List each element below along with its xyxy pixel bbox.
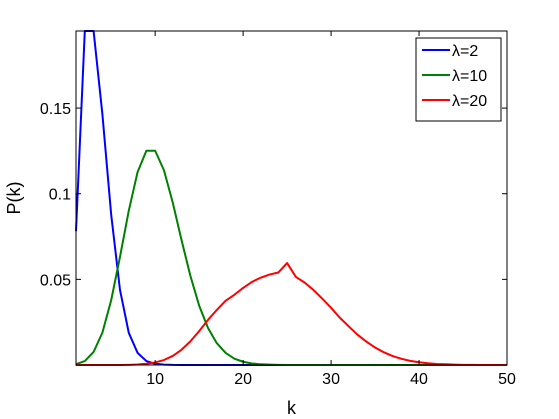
legend: λ=2 λ=10 λ=20 xyxy=(415,37,502,122)
series-line-3 xyxy=(76,262,507,366)
x-tick-label: 40 xyxy=(410,371,428,388)
y-tick-label: 0.15 xyxy=(40,101,71,118)
legend-box xyxy=(415,37,502,122)
x-tick-label: 20 xyxy=(234,371,252,388)
legend-label-2: λ=10 xyxy=(452,68,487,85)
x-axis: 10 20 30 40 50 xyxy=(146,31,516,388)
x-tick-label: 50 xyxy=(498,371,516,388)
y-tick-label: 0.05 xyxy=(40,272,71,289)
legend-label-3: λ=20 xyxy=(452,93,487,110)
y-tick-label: 0.1 xyxy=(49,187,71,204)
x-tick-label: 10 xyxy=(146,371,164,388)
plot-frame xyxy=(75,30,508,366)
legend-label-1: λ=2 xyxy=(452,43,478,60)
x-tick-label: 30 xyxy=(322,371,340,388)
x-axis-label: k xyxy=(287,398,297,418)
y-axis-label: P(k) xyxy=(4,182,24,215)
y-axis: 0.05 0.1 0.15 xyxy=(40,101,507,289)
